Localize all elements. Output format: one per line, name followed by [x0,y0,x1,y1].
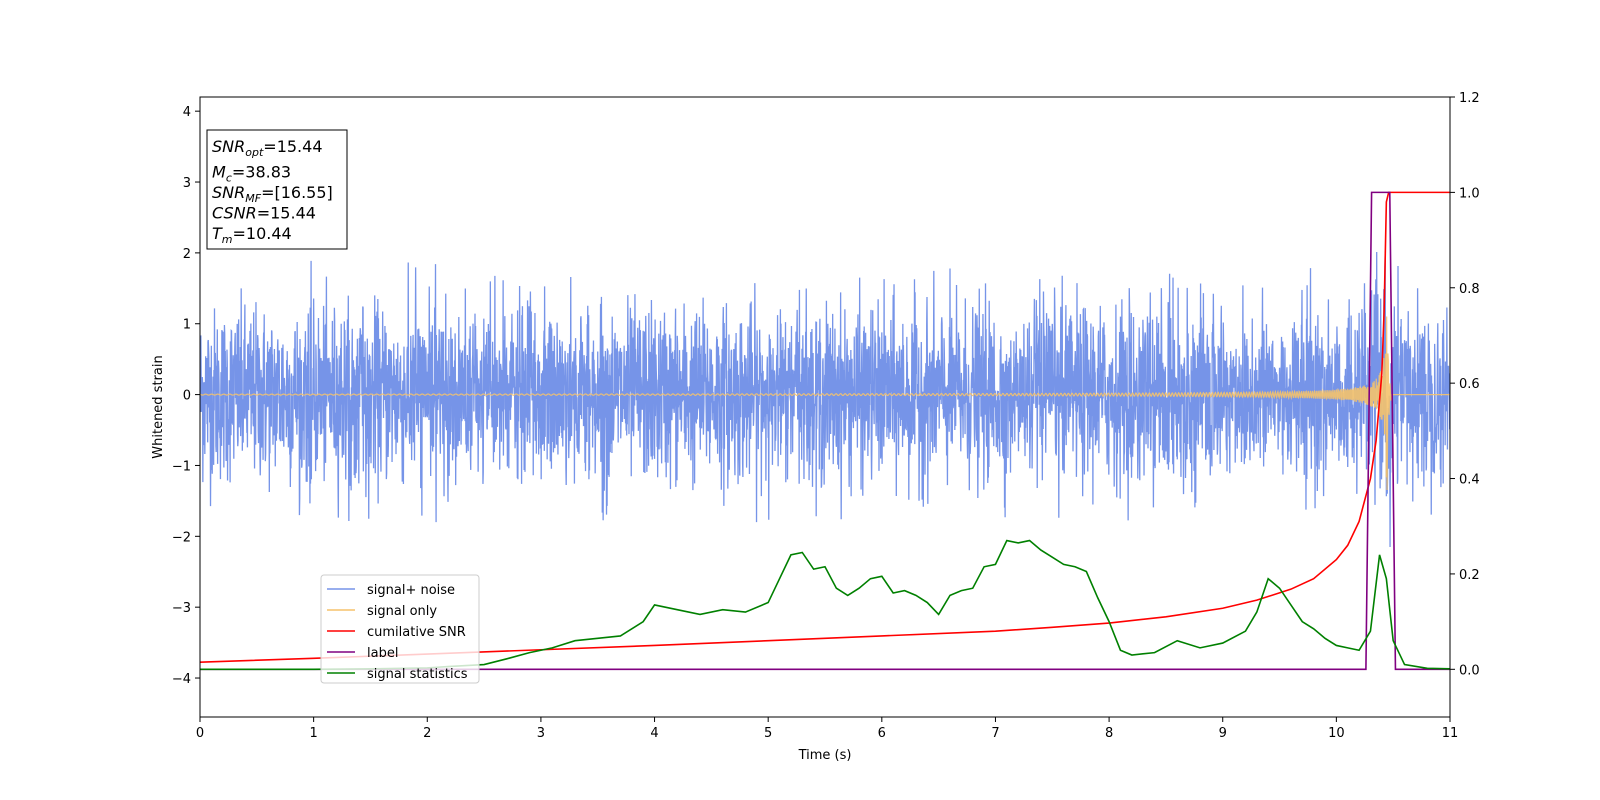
x-tick-label: 5 [764,726,772,741]
x-tick-label: 9 [1219,726,1227,741]
plot-frame [199,96,1451,718]
legend-label-label: label [367,646,398,661]
series-label [200,191,1450,671]
info-box-line: CSNR=15.44 [212,204,316,223]
x-tick-label: 8 [1105,726,1113,741]
x-tick-label: 0 [196,726,204,741]
y-left-tick-label: −1 [172,459,191,474]
info-box: SNRopt=15.44 Mc=38.83SNRMF=[16.55]CSNR=15… [206,129,348,250]
series-signal-statistics [200,539,1450,671]
legend: signal+ noise signal only cumilative SNR la… [320,574,480,684]
y-right-tick-label: 0.4 [1459,473,1480,488]
y-left-tick-label: −2 [172,530,191,545]
x-axis-title: Time (s) [798,748,852,763]
y-right-tick-label: 0.0 [1459,663,1480,678]
y-left-tick-label: 1 [183,318,191,333]
y-left-tick-label: 0 [183,389,191,404]
y-axis-title: Whitened strain [151,355,166,458]
x-tick-label: 11 [1442,726,1459,741]
x-tick-label: 2 [423,726,431,741]
y-left-tick-label: 4 [183,105,191,120]
y-left-tick-label: 2 [183,247,191,262]
series-layer [200,191,1450,671]
info-box-line: Mc=38.83 [212,163,291,185]
legend-label-signal-only: signal only [367,604,437,619]
x-tick-label: 1 [309,726,317,741]
info-box-frame [206,129,348,250]
x-tick-label: 6 [878,726,886,741]
y-left-tick-label: 3 [183,176,191,191]
info-box-line: SNRMF=[16.55] [212,183,333,205]
legend-label-signal-statistics: signal statistics [367,667,468,682]
info-box-line: SNRopt=15.44 [212,137,323,159]
legend-frame [320,574,480,684]
y-right-tick-label: 1.0 [1459,186,1480,201]
y-right-tick-label: 1.2 [1459,91,1480,106]
x-tick-label: 7 [991,726,999,741]
y-right-tick-label: 0.2 [1459,568,1480,583]
info-box-line: Tm=10.44 [212,224,292,246]
legend-label-cumilative-snr: cumilative SNR [367,625,466,640]
y-right-tick-label: 0.8 [1459,282,1480,297]
x-tick-label: 4 [650,726,658,741]
x-tick-label: 10 [1328,726,1345,741]
series-signal-only [200,316,1450,490]
series-signal-noise [200,251,1450,547]
legend-label-signal-noise: signal+ noise [367,583,455,598]
y-left-tick-label: −3 [172,601,191,616]
ticks-layer: 0 1 2 3 4 5 6 7 8 9 10 11 −4 −3 −2 −1 0 1 2 3 4 0.0 0.2 0.4 0.6 0… [172,91,1480,741]
x-tick-label: 3 [537,726,545,741]
series-cumilative-snr [200,191,1450,663]
y-left-tick-label: −4 [172,672,191,687]
y-right-tick-label: 0.6 [1459,377,1480,392]
